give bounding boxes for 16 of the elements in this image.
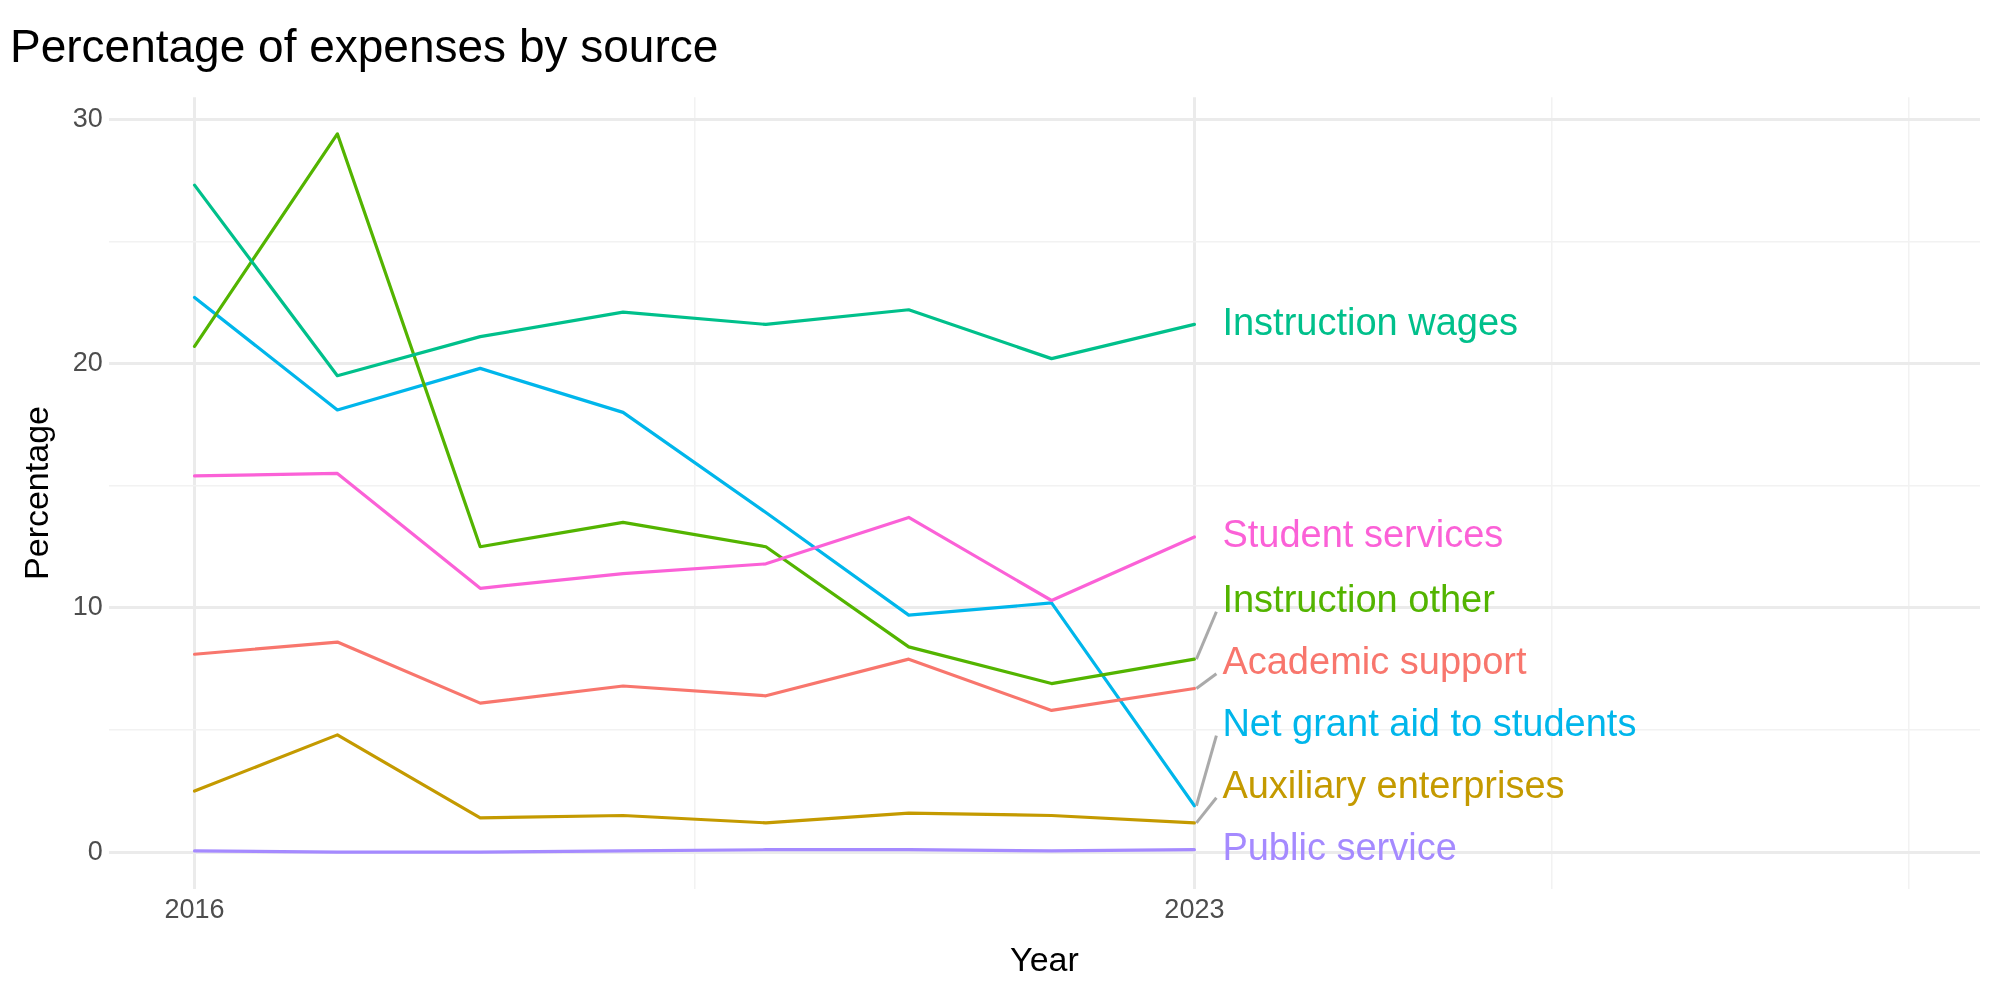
y-tick-label: 0 (87, 835, 103, 866)
y-tick-label: 20 (72, 346, 103, 377)
x-tick-label: 2016 (164, 894, 225, 925)
y-axis-title: Percentage (16, 406, 55, 580)
x-axis-title: Year (1010, 939, 1079, 978)
series-label: Public service (1222, 826, 1457, 869)
series-label: Instruction other (1222, 578, 1496, 621)
series-label: Net grant aid to students (1222, 702, 1637, 745)
y-tick-label: 10 (72, 591, 103, 622)
y-tick-label: 30 (72, 102, 103, 133)
series-label: Student services (1222, 513, 1504, 556)
x-tick-label: 2023 (1164, 894, 1225, 925)
chart-title: Percentage of expenses by source (10, 20, 719, 73)
series-label: Academic support (1222, 640, 1527, 683)
series-label: Auxiliary enterprises (1222, 764, 1565, 807)
series-label: Instruction wages (1222, 300, 1519, 343)
